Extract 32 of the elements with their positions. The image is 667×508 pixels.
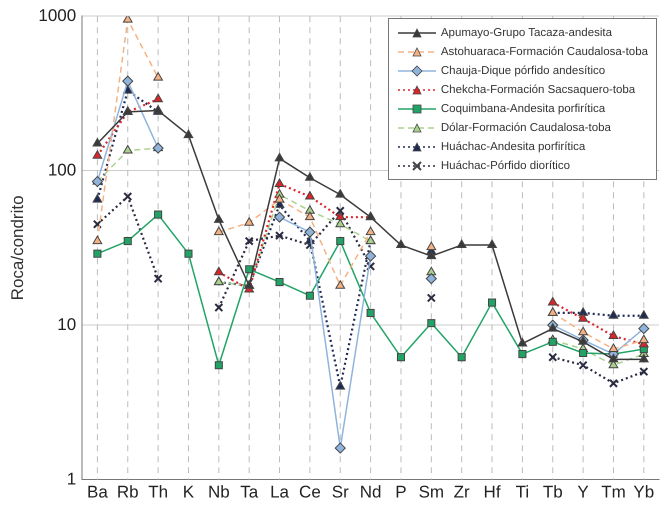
y-tick-label: 10 bbox=[57, 314, 76, 334]
x-tick-label: Th bbox=[148, 482, 168, 502]
x-tick-label: Ti bbox=[516, 482, 530, 502]
y-tick-label: 1000 bbox=[38, 6, 76, 25]
legend-label: Huáchac-Pórfido diorítico bbox=[440, 160, 570, 172]
x-tick-label: La bbox=[270, 482, 290, 502]
legend-label: Dólar-Formación Caudalosa-toba bbox=[440, 122, 611, 134]
x-tick-label: Tm bbox=[601, 482, 626, 502]
x-tick-label: Tb bbox=[542, 482, 563, 502]
x-tick-label: Y bbox=[577, 482, 589, 502]
legend-label: Astohuaraca-Formación Caudalosa-toba bbox=[440, 46, 648, 58]
x-tick-label: Ba bbox=[87, 482, 108, 502]
x-tick-label: Ce bbox=[299, 482, 321, 502]
y-tick-label: 100 bbox=[48, 160, 76, 180]
x-tick-label: K bbox=[182, 482, 195, 502]
x-tick-label: Hf bbox=[484, 482, 501, 502]
x-tick-label: Rb bbox=[116, 482, 139, 502]
x-tick-label: Yb bbox=[633, 482, 654, 502]
y-tick-label: 1 bbox=[66, 469, 76, 488]
x-tick-label: Nb bbox=[208, 482, 230, 502]
legend-label: Coquimbana-Andesita porfirítica bbox=[440, 102, 606, 115]
x-tick-label: Nd bbox=[360, 482, 382, 502]
x-tick-label: Ta bbox=[240, 482, 259, 502]
x-tick-label: P bbox=[395, 482, 407, 502]
x-tick-label: Sm bbox=[418, 482, 444, 502]
legend-label: Apumayo-Grupo Tacaza-andesita bbox=[440, 26, 612, 39]
legend-label: Chekcha-Formación Sacsaquero-toba bbox=[440, 84, 636, 96]
x-tick-label: Zr bbox=[454, 482, 470, 502]
y-axis-title: Roca/condrito bbox=[8, 195, 27, 300]
legend-label: Chauja-Dique pórfido andesítico bbox=[440, 64, 606, 77]
legend-label: Huáchac-Andesita porfirítica bbox=[440, 140, 586, 153]
x-tick-label: Sr bbox=[332, 482, 350, 502]
